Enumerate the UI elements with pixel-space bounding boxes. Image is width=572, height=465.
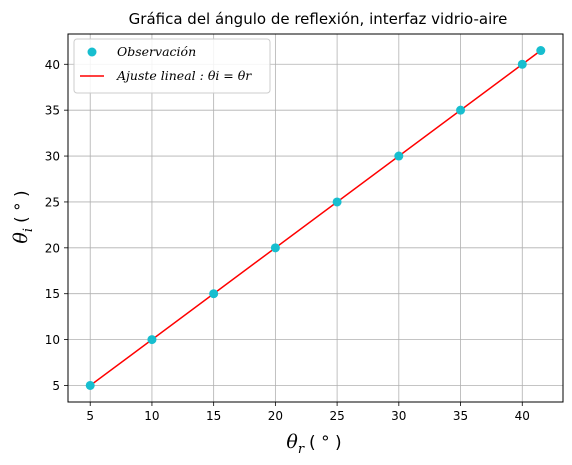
chart-title: Gráfica del ángulo de reflexión, interfa… — [129, 10, 508, 28]
x-tick-label: 10 — [144, 409, 159, 423]
data-point — [209, 289, 219, 299]
y-tick-label: 30 — [45, 150, 60, 164]
x-tick-label: 40 — [515, 409, 530, 423]
x-tick-label: 20 — [268, 409, 283, 423]
legend: Observación Ajuste lineal : θi = θr — [73, 38, 271, 94]
data-point — [270, 243, 280, 253]
x-tick-label: 5 — [86, 409, 94, 423]
y-tick-label: 10 — [45, 333, 60, 347]
x-axis-subscript: r — [298, 442, 305, 457]
legend-label-fit: Ajuste lineal : θi = θr — [116, 68, 252, 83]
y-axis-subscript: i — [21, 228, 36, 232]
data-point — [456, 105, 466, 115]
y-axis-symbol: θ — [10, 232, 32, 244]
x-tick-label: 35 — [453, 409, 468, 423]
fit-line-layer — [89, 49, 542, 387]
data-point — [394, 151, 404, 161]
plot-frame — [67, 33, 564, 403]
y-tick-label: 15 — [45, 287, 60, 301]
x-tick-label: 15 — [206, 409, 221, 423]
x-axis-label: θr ( ° ) — [286, 431, 341, 457]
y-tick-label: 25 — [45, 195, 60, 209]
y-axis-unit: ( ° ) — [12, 190, 32, 223]
y-tick-label: 40 — [45, 58, 60, 72]
x-axis-ticks: 5 10 15 20 25 30 35 40 — [86, 402, 530, 423]
x-tick-label: 30 — [391, 409, 406, 423]
x-axis-symbol: θ — [286, 431, 298, 453]
y-tick-label: 35 — [45, 104, 60, 118]
data-point — [536, 46, 546, 56]
y-axis-label: θi ( ° ) — [10, 190, 36, 243]
y-tick-label: 20 — [45, 241, 60, 255]
legend-marker-observacion — [87, 47, 97, 57]
y-tick-label: 5 — [52, 379, 60, 393]
legend-box — [73, 38, 271, 94]
data-point — [332, 197, 342, 207]
grid-lines — [68, 34, 563, 402]
data-point — [147, 335, 157, 345]
x-tick-label: 25 — [329, 409, 344, 423]
data-point — [85, 380, 95, 390]
fit-line — [89, 49, 542, 387]
data-points — [85, 46, 546, 390]
data-point — [517, 59, 527, 69]
y-axis-ticks: 5 10 15 20 25 30 35 40 — [45, 58, 68, 393]
x-axis-unit: ( ° ) — [309, 433, 342, 453]
legend-label-observacion: Observación — [117, 44, 196, 59]
